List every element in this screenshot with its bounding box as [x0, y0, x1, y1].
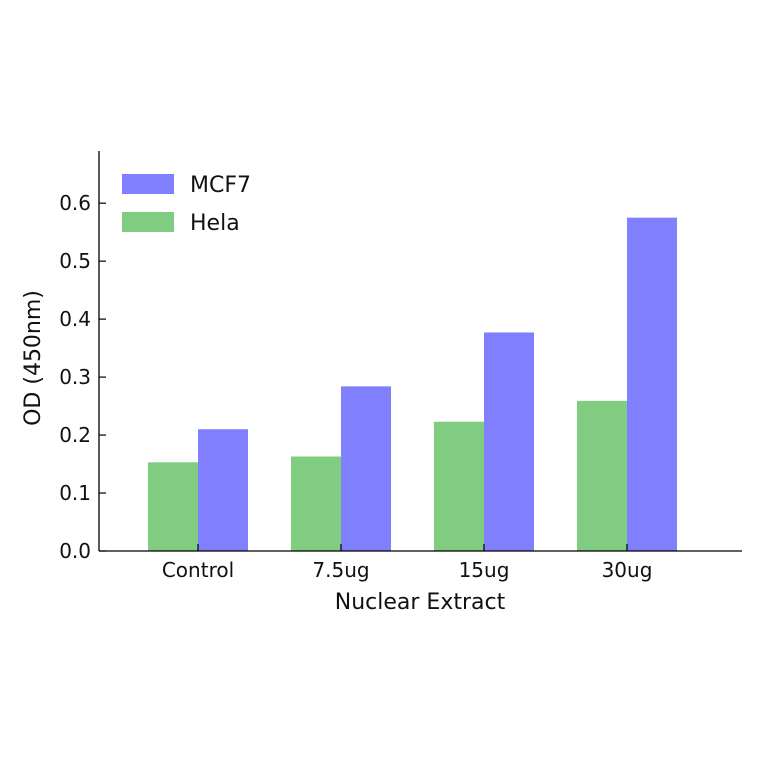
y-ticks-group: 0.0 0.1 0.2 0.3 0.4 0.5 0.6	[59, 191, 106, 563]
y-tick-label: 0.4	[59, 307, 91, 331]
x-tick-label: Control	[162, 558, 234, 582]
x-ticks-group: Control 7.5ug 15ug 30ug	[162, 544, 653, 582]
y-axis-title: OD (450nm)	[21, 290, 46, 426]
bar-hela-30ug	[577, 400, 627, 551]
y-tick-label: 0.0	[59, 539, 91, 563]
x-axis-title: Nuclear Extract	[335, 590, 506, 615]
legend-label-mcf7: MCF7	[190, 173, 251, 198]
legend-swatch-mcf7	[122, 174, 174, 194]
x-tick-label: 7.5ug	[312, 558, 369, 582]
bar-mcf7-15ug	[484, 332, 534, 551]
y-tick-label: 0.6	[59, 191, 91, 215]
bar-mcf7-30ug	[627, 217, 677, 551]
bar-mcf7-control	[198, 429, 248, 551]
legend: MCF7 Hela	[122, 173, 251, 236]
axes-group	[98, 151, 742, 552]
x-tick-label: 15ug	[459, 558, 510, 582]
bars-group	[148, 217, 677, 551]
y-tick-label: 0.1	[59, 481, 91, 505]
legend-swatch-hela	[122, 212, 174, 232]
bar-hela-7-5ug	[291, 456, 341, 551]
y-tick-label: 0.3	[59, 365, 91, 389]
y-tick-label: 0.2	[59, 423, 91, 447]
bar-mcf7-7-5ug	[341, 386, 391, 551]
bar-hela-control	[148, 462, 198, 551]
y-tick-label: 0.5	[59, 249, 91, 273]
legend-label-hela: Hela	[190, 211, 240, 236]
x-tick-label: 30ug	[602, 558, 653, 582]
bar-hela-15ug	[434, 421, 484, 551]
